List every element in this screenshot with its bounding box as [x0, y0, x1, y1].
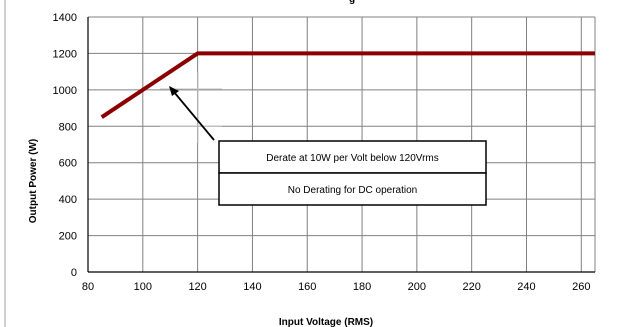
x-tick-label: 140: [243, 281, 261, 293]
y-tick-label: 600: [59, 158, 77, 170]
annotation-arrow: [173, 91, 215, 141]
y-tick-label: 0: [71, 267, 77, 279]
arrowhead-icon: [169, 86, 179, 96]
x-tick-label: 160: [298, 281, 316, 293]
annotation-box-derate: Derate at 10W per Volt below 120Vrms: [218, 140, 487, 174]
annotation-dc-text: No Derating for DC operation: [288, 185, 418, 196]
y-tick-label: 1000: [53, 85, 77, 97]
x-tick-label: 240: [517, 281, 535, 293]
x-tick-label: 260: [572, 281, 590, 293]
x-tick-label: 120: [188, 281, 206, 293]
series: [100, 51, 595, 119]
y-axis-title: Output Power (W): [28, 139, 39, 223]
x-tick-label: 80: [82, 281, 94, 293]
x-tick-label: 200: [408, 281, 426, 293]
x-tick-label: 100: [134, 281, 152, 293]
annotation-pointer: [160, 72, 222, 143]
series-line-0: [100, 51, 595, 119]
x-axis-title: Input Voltage (RMS): [279, 317, 373, 327]
chart-title: g: [349, 0, 355, 5]
y-tick-label: 1400: [53, 12, 77, 24]
y-tick-label: 400: [59, 194, 77, 206]
annotation-box-dc: No Derating for DC operation: [218, 172, 487, 206]
tick-labels: 80 100 120 140 160 180 200 220 240 260 0 200 400 600 8…: [53, 12, 591, 293]
y-tick-label: 200: [59, 231, 77, 243]
annotation-derate-text: Derate at 10W per Volt below 120Vrms: [266, 153, 439, 164]
x-tick-label: 180: [353, 281, 371, 293]
y-tick-label: 800: [59, 121, 77, 133]
y-tick-label: 1200: [53, 48, 77, 60]
x-tick-label: 220: [462, 281, 480, 293]
